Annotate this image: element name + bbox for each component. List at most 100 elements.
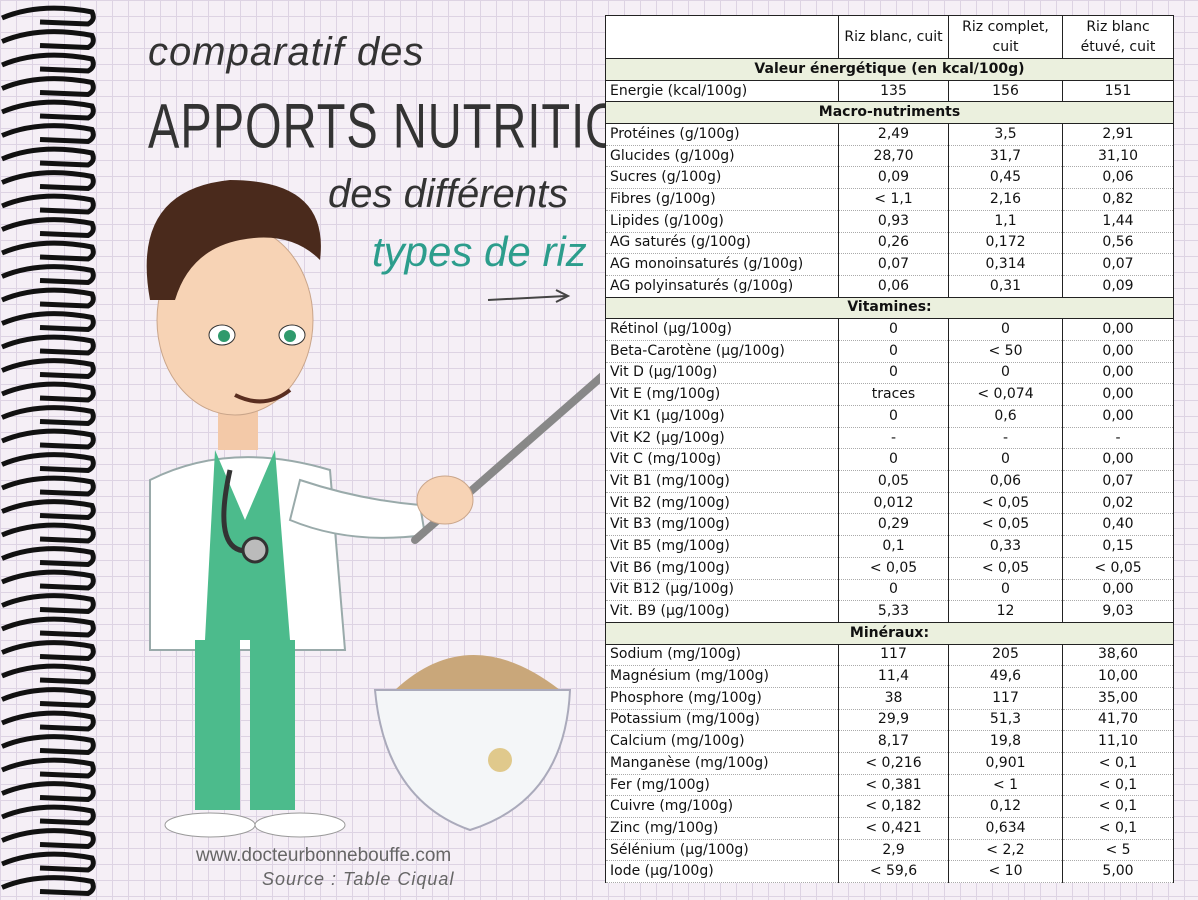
value-cell: < 0,05 — [1062, 557, 1174, 580]
data-row: Calcium (mg/100g) 8,17 19,8 11,10 — [605, 730, 1174, 753]
value-cell: 0 — [948, 579, 1063, 602]
spiral-ring — [1, 781, 96, 803]
value-cell: 0,012 — [838, 492, 949, 515]
section-row: Minéraux: — [605, 621, 1174, 645]
value-cell: 0 — [838, 340, 949, 363]
data-row: Vit B3 (mg/100g) 0,29 < 0,05 0,40 — [605, 513, 1174, 537]
row-label: Glucides (g/100g) — [605, 145, 839, 168]
header-row: Riz blanc, cuit Riz complet, cuit Riz blan… — [605, 15, 1174, 59]
shoe — [254, 812, 346, 838]
value-cell: 0,05 — [838, 470, 949, 493]
value-cell: < 10 — [948, 860, 1063, 884]
value-cell: - — [1062, 427, 1174, 450]
row-label: Protéines (g/100g) — [605, 123, 839, 146]
value-cell: < 0,1 — [1062, 774, 1174, 797]
smile — [234, 388, 292, 404]
value-cell: 0 — [838, 318, 949, 341]
stethoscope-head — [241, 536, 269, 564]
spiral-ring — [1, 264, 96, 286]
value-cell: 0,00 — [1062, 448, 1174, 472]
iris — [284, 330, 296, 342]
data-row: Vit. B9 (µg/100g) 5,33 12 9,03 — [605, 600, 1174, 623]
data-row: Cuivre (mg/100g) < 0,182 0,12 < 0,1 — [605, 795, 1174, 819]
value-cell: 29,9 — [838, 709, 949, 732]
value-cell: 117 — [838, 644, 949, 667]
spiral-ring — [1, 311, 96, 333]
value-cell: 0,15 — [1062, 535, 1174, 558]
data-row: Fer (mg/100g) < 0,381 < 1 < 0,1 — [605, 774, 1174, 797]
spiral-ring — [1, 428, 96, 450]
row-label: Potassium (mg/100g) — [605, 709, 839, 732]
value-cell: 3,5 — [948, 123, 1063, 146]
value-cell: 5,33 — [838, 600, 949, 623]
value-cell: 19,8 — [948, 730, 1063, 753]
value-cell: 0,1 — [838, 535, 949, 558]
section-title: Macro-nutriments — [605, 101, 1174, 125]
value-cell: 0 — [948, 318, 1063, 341]
corner-cell — [605, 15, 839, 59]
spiral-ring — [1, 240, 96, 262]
row-label: Phosphore (mg/100g) — [605, 687, 839, 710]
nutrition-table: Riz blanc, cuit Riz complet, cuit Riz blan… — [605, 15, 1174, 884]
spiral-ring — [1, 170, 96, 192]
data-row: Lipides (g/100g) 0,93 1,1 1,44 — [605, 210, 1174, 233]
row-label: Cuivre (mg/100g) — [605, 795, 839, 819]
value-cell: 0,06 — [1062, 166, 1174, 190]
leg — [195, 640, 240, 810]
value-cell: < 0,05 — [948, 513, 1063, 537]
data-row: Vit B1 (mg/100g) 0,05 0,06 0,07 — [605, 470, 1174, 493]
value-cell: 156 — [948, 80, 1063, 103]
spiral-ring — [1, 29, 96, 51]
section-title: Minéraux: — [605, 621, 1174, 645]
spiral-ring — [1, 875, 96, 897]
doctor — [146, 180, 600, 838]
value-cell: 49,6 — [948, 665, 1063, 688]
iris — [218, 330, 230, 342]
spiral-ring — [1, 475, 96, 497]
value-cell: traces — [838, 383, 949, 406]
value-cell: 5,00 — [1062, 860, 1174, 884]
value-cell: 38,60 — [1062, 644, 1174, 667]
value-cell: 51,3 — [948, 709, 1063, 732]
row-label: Vit B2 (mg/100g) — [605, 492, 839, 515]
spiral-ring — [1, 193, 96, 215]
data-row: Protéines (g/100g) 2,49 3,5 2,91 — [605, 123, 1174, 146]
value-cell: 28,70 — [838, 145, 949, 168]
data-row: Vit B5 (mg/100g) 0,1 0,33 0,15 — [605, 535, 1174, 558]
value-cell: 0 — [838, 448, 949, 472]
data-row: Potassium (mg/100g) 29,9 51,3 41,70 — [605, 709, 1174, 732]
value-cell: 151 — [1062, 80, 1174, 103]
value-cell: 0,07 — [838, 253, 949, 276]
data-row: Sélénium (µg/100g) 2,9 < 2,2 < 5 — [605, 839, 1174, 862]
row-label: Vit B12 (µg/100g) — [605, 579, 839, 602]
value-cell: 0 — [838, 579, 949, 602]
bowl — [373, 689, 572, 832]
value-cell: 0 — [948, 362, 1063, 385]
row-label: Beta-Carotène (µg/100g) — [605, 340, 839, 363]
row-label: Sélénium (µg/100g) — [605, 839, 839, 862]
row-label: Fer (mg/100g) — [605, 774, 839, 797]
value-cell: 0,93 — [838, 210, 949, 233]
spiral-ring — [1, 734, 96, 756]
data-row: AG monoinsaturés (g/100g) 0,07 0,314 0,07 — [605, 253, 1174, 276]
data-row: AG saturés (g/100g) 0,26 0,172 0,56 — [605, 232, 1174, 255]
spiral-ring — [1, 593, 96, 615]
value-cell: 0,40 — [1062, 513, 1174, 537]
row-label: Sodium (mg/100g) — [605, 644, 839, 667]
data-row: AG polyinsaturés (g/100g) 0,06 0,31 0,09 — [605, 275, 1174, 298]
data-row: Manganèse (mg/100g) < 0,216 0,901 < 0,1 — [605, 752, 1174, 775]
row-label: Vit. B9 (µg/100g) — [605, 600, 839, 623]
row-label: Vit E (mg/100g) — [605, 383, 839, 406]
spiral-ring — [1, 569, 96, 591]
value-cell: 0,09 — [1062, 275, 1174, 298]
spiral-ring — [1, 851, 96, 873]
spiral-ring — [1, 52, 96, 74]
spiral-ring — [1, 616, 96, 638]
data-row: Vit C (mg/100g) 0 0 0,00 — [605, 448, 1174, 472]
value-cell: < 1 — [948, 774, 1063, 797]
section-title: Vitamines: — [605, 296, 1174, 320]
data-row: Sucres (g/100g) 0,09 0,45 0,06 — [605, 166, 1174, 190]
column-header: Riz complet, cuit — [948, 15, 1063, 59]
website: www.docteurbonnebouffe.com — [196, 845, 452, 866]
